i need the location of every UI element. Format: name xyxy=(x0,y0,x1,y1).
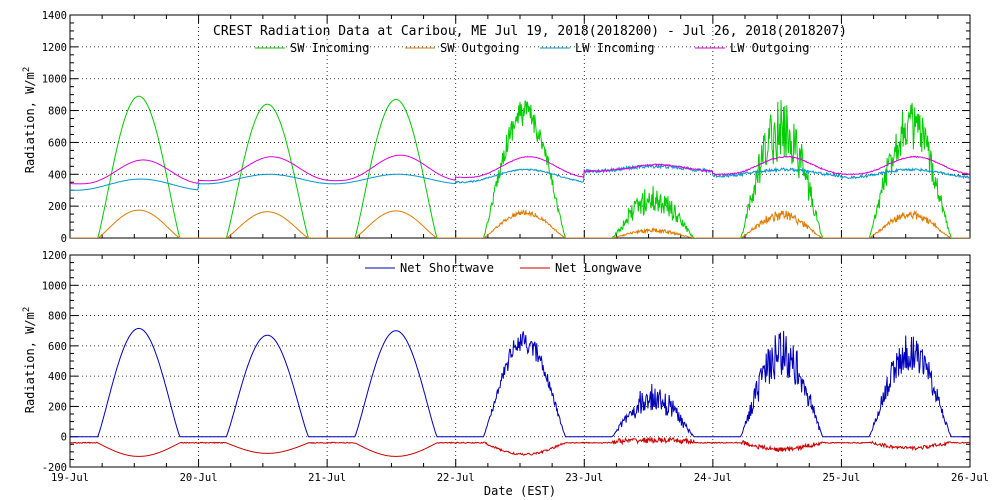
x-tick-label: 23-Jul xyxy=(565,472,603,484)
y-tick-label: 400 xyxy=(48,169,67,181)
y-tick-label: 600 xyxy=(48,137,67,149)
y-tick-label: 1000 xyxy=(42,280,67,292)
x-tick-label: 26-Jul xyxy=(951,472,989,484)
x-tick-label: 22-Jul xyxy=(437,472,475,484)
y-tick-label: 1000 xyxy=(42,74,67,86)
legend-label: Net Longwave xyxy=(555,261,642,275)
bottom-panel: -200 0 200 400 600 800 1000 1200 19-Jul 20-Jul 21-… xyxy=(42,250,989,484)
bottom-y-axis-label: Radiation, W/m2 xyxy=(22,307,37,414)
x-tick-label: 19-Jul xyxy=(51,472,89,484)
y-tick-label: 1200 xyxy=(42,42,67,54)
y-tick-label: 400 xyxy=(48,371,67,383)
y-tick-label: 1400 xyxy=(42,10,67,22)
y-tick-label: 800 xyxy=(48,106,67,118)
legend-label: SW Outgoing xyxy=(440,41,519,55)
legend-label: SW Incoming xyxy=(290,41,369,55)
series-line-sw-outgoing xyxy=(70,209,970,238)
y-tick-label: 0 xyxy=(61,432,67,444)
x-tick-label: 25-Jul xyxy=(822,472,860,484)
top-y-axis-label: Radiation, W/m2 xyxy=(22,67,37,174)
top-panel: 0 200 400 600 800 1000 1200 1400 SW Incoming SW O… xyxy=(42,10,971,245)
y-tick-label: 800 xyxy=(48,311,67,323)
x-tick-label: 20-Jul xyxy=(180,472,218,484)
plot-frame xyxy=(69,254,971,468)
chart-title: CREST Radiation Data at Caribou, ME Jul … xyxy=(213,24,847,39)
x-tick-label: 21-Jul xyxy=(308,472,346,484)
y-tick-label: 200 xyxy=(48,201,67,213)
series-line-net-longwave xyxy=(70,436,970,457)
y-tick-label: -200 xyxy=(42,462,67,474)
series-line-lw-incoming xyxy=(70,163,970,191)
y-tick-label: 0 xyxy=(61,233,67,245)
y-tick-label: 1200 xyxy=(42,250,67,262)
legend-label: Net Shortwave xyxy=(400,261,494,275)
series-line-sw-incoming xyxy=(70,95,970,238)
y-tick-label: 200 xyxy=(48,401,67,413)
series-line-lw-outgoing xyxy=(70,154,970,185)
y-tick-label: 600 xyxy=(48,341,67,353)
x-tick-label: 24-Jul xyxy=(694,472,732,484)
plot-frame xyxy=(69,14,971,239)
legend-label: LW Outgoing xyxy=(730,41,809,55)
legend-label: LW Incoming xyxy=(575,41,654,55)
series-line-net-shortwave xyxy=(70,327,970,438)
x-axis-label: Date (EST) xyxy=(484,484,556,498)
